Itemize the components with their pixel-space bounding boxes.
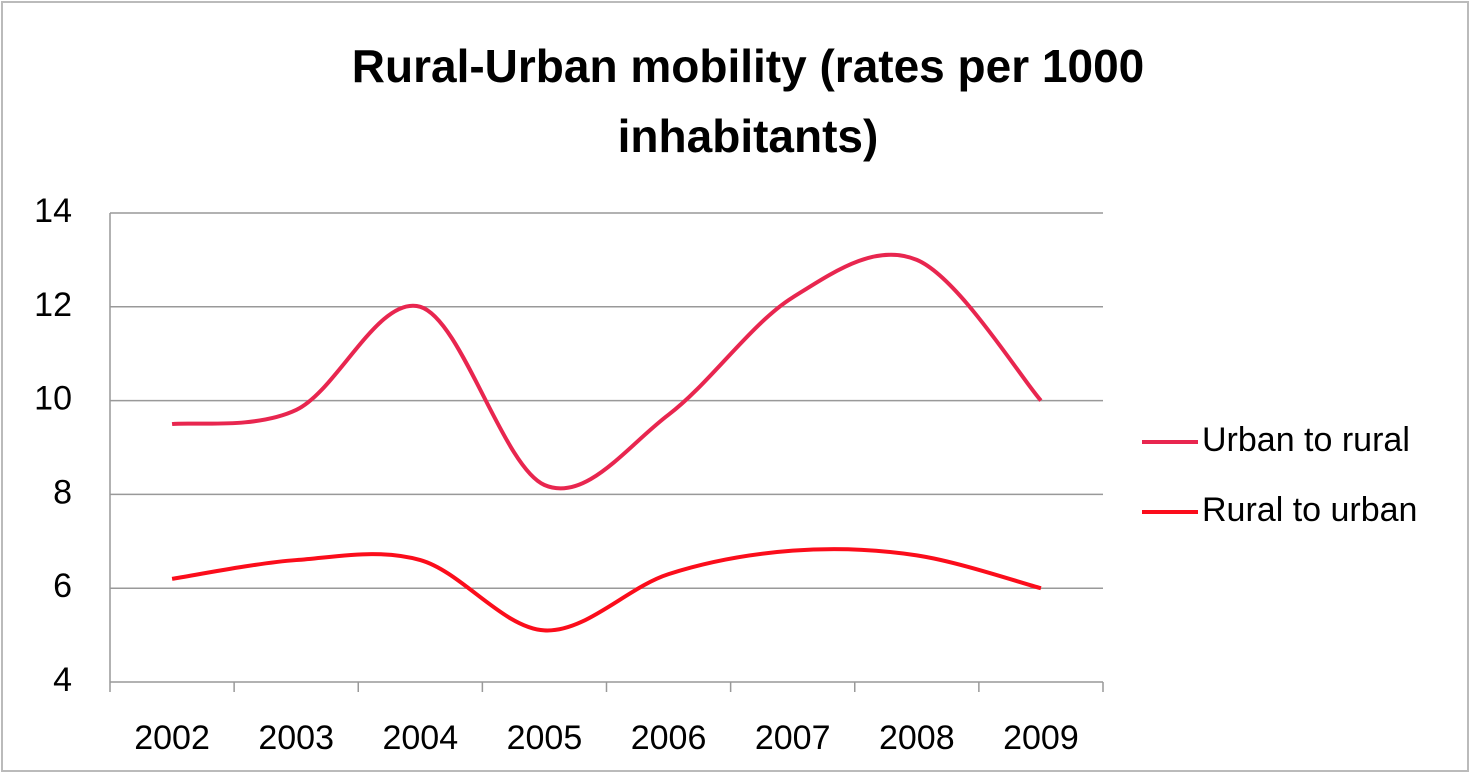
chart-title: Rural-Urban mobility (rates per 1000 inha… (352, 40, 1144, 162)
line-series (171, 252, 1043, 491)
x-tick-label: 2009 (1003, 719, 1079, 757)
y-tick-label: 6 (53, 567, 72, 605)
x-tick-label: 2005 (507, 719, 583, 757)
x-tick-label: 2002 (134, 719, 210, 757)
x-tick-label: 2008 (879, 719, 955, 757)
y-tick-label: 10 (34, 380, 72, 418)
line-series (171, 547, 1042, 633)
x-tick-label: 2007 (755, 719, 831, 757)
legend-label: Urban to rural (1202, 421, 1410, 459)
x-tick-label: 2006 (631, 719, 707, 757)
y-tick-label: 14 (34, 192, 72, 230)
y-tick-label: 12 (34, 286, 72, 324)
legend-label: Rural to urban (1202, 491, 1417, 529)
x-tick-label: 2003 (258, 719, 334, 757)
y-tick-label: 4 (53, 661, 72, 699)
y-tick-label: 8 (53, 473, 72, 511)
x-tick-label: 2004 (382, 719, 458, 757)
